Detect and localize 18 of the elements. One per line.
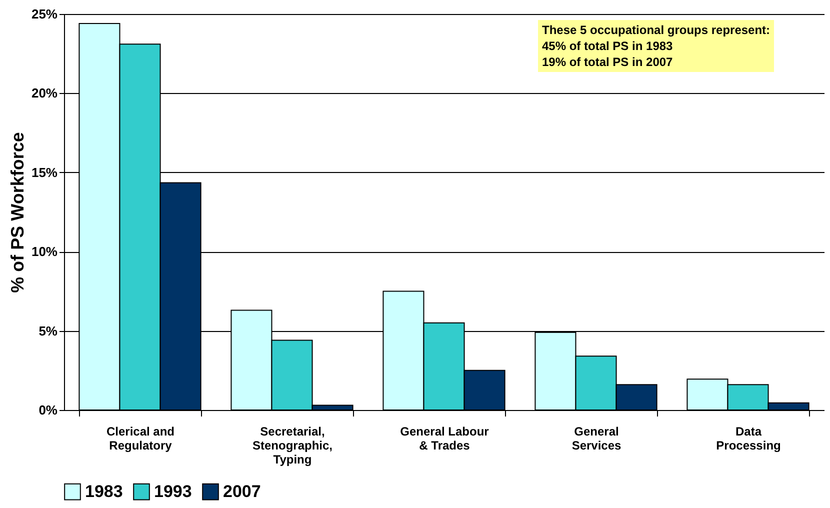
x-tick-label: Clerical and Regulatory: [106, 424, 175, 452]
y-tick-label: 0%: [38, 402, 58, 418]
y-tick-label: 10%: [31, 244, 58, 260]
annotation: 45% of total PS in 1983: [542, 38, 674, 54]
annotation: These 5 occupational groups represent:: [542, 22, 770, 38]
legend-label: 1993: [154, 482, 192, 501]
y-tick-label: 25%: [31, 6, 58, 22]
x-tick-label: Secretarial, Stenographic, Typing: [252, 424, 333, 466]
annotation: 19% of total PS in 2007: [542, 54, 674, 70]
y-axis-title: % of PS Workforce: [7, 132, 28, 293]
y-tick-label: 15%: [31, 164, 58, 180]
x-tick-label: Data Processing: [716, 424, 781, 452]
legend-label: 1983: [85, 482, 123, 501]
y-tick-label: 20%: [31, 86, 58, 101]
x-tick-label: General Labour & Trades: [400, 424, 490, 452]
legend-label: 2007: [223, 482, 261, 501]
y-tick-label: 5%: [38, 323, 58, 338]
x-tick-label: General Services: [572, 424, 622, 452]
